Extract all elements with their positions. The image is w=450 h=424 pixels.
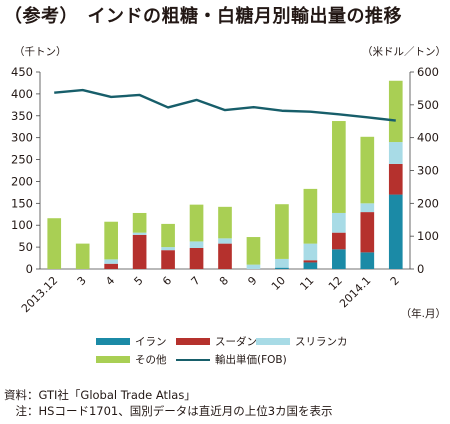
x-tick-label: 5 xyxy=(132,274,146,288)
x-tick-label: 10 xyxy=(269,274,288,293)
bar-2-segment xyxy=(332,232,346,250)
footnote: 注：HSコード1701、国別データは直近月の上位3カ国を表示 xyxy=(4,404,333,418)
left-tick-label: 150 xyxy=(11,196,33,210)
right-tick-label: 400 xyxy=(417,131,439,145)
left-tick-label: 0 xyxy=(26,262,33,276)
bar-4-segment xyxy=(246,237,261,265)
bar-4-segment xyxy=(360,136,375,204)
bar-1-segment xyxy=(388,194,403,269)
bar-3-segment xyxy=(275,258,289,268)
x-tick-label: 4 xyxy=(103,274,117,288)
legend-label: イラン xyxy=(135,336,167,348)
left-tick-label: 250 xyxy=(11,153,33,167)
legend-item-line: 輸出単価(FOB) xyxy=(176,352,287,367)
right-tick-label: 500 xyxy=(417,98,439,112)
bar-3-segment xyxy=(189,241,204,248)
left-tick-label: 450 xyxy=(11,65,33,79)
bar-4-segment xyxy=(132,212,147,233)
source-note: 資料：GTI社「Global Trade Atlas」 xyxy=(4,388,196,402)
bar-4-segment xyxy=(332,121,346,213)
bar-2-segment xyxy=(218,243,232,269)
x-tick-label: 2 xyxy=(388,274,402,288)
x-tick-label: 2014.1 xyxy=(337,274,373,310)
bar-1-segment xyxy=(332,249,346,269)
x-tick-label: 2013.12 xyxy=(19,274,60,315)
right-tick-label: 100 xyxy=(417,229,439,243)
right-axis-unit: （米ドル／トン） xyxy=(362,46,446,58)
chart-legend: イラン スーダン スリランカその他 輸出単価(FOB) xyxy=(96,334,396,370)
bar-2-segment xyxy=(303,260,318,263)
bar-4-segment xyxy=(189,204,204,242)
x-tick-label: 12 xyxy=(326,274,345,293)
chart-notes: 資料：GTI社「Global Trade Atlas」 注：HSコード1701、… xyxy=(4,387,333,419)
legend-swatch xyxy=(256,338,290,345)
bar-4-segment xyxy=(75,243,90,269)
x-tick-label: 3 xyxy=(75,274,89,288)
right-tick-label: 600 xyxy=(417,65,439,79)
bar-3-segment xyxy=(132,232,147,235)
x-tick-label: 9 xyxy=(245,274,259,288)
right-tick-label: 0 xyxy=(417,262,424,276)
chart-plot: 0501001502002503003504004500100200300400… xyxy=(11,65,439,315)
bar-4-segment xyxy=(161,223,175,248)
left-tick-label: 300 xyxy=(11,131,33,145)
bar-4-segment xyxy=(47,218,62,269)
bar-4-segment xyxy=(388,80,403,143)
bar-2-segment xyxy=(388,163,403,195)
left-axis-unit: （千トン） xyxy=(14,46,67,58)
legend-label: 輸出単価(FOB) xyxy=(215,354,287,366)
x-axis-unit: （年.月） xyxy=(400,308,446,320)
bar-3-segment xyxy=(332,212,346,233)
legend-swatch xyxy=(96,338,130,345)
bar-3-segment xyxy=(104,259,118,264)
bar-2-segment xyxy=(189,247,204,269)
left-tick-label: 350 xyxy=(11,109,33,123)
bar-2-segment xyxy=(132,234,147,269)
bar-2-segment xyxy=(161,250,175,269)
bar-4-segment xyxy=(275,204,289,259)
legend-item: その他 xyxy=(96,352,167,367)
bar-4-segment xyxy=(218,206,232,239)
left-tick-label: 50 xyxy=(18,240,33,254)
bar-4-segment xyxy=(104,221,118,260)
x-tick-label: 6 xyxy=(160,274,174,288)
bar-3-segment xyxy=(246,264,261,269)
x-tick-label: 8 xyxy=(217,274,231,288)
bar-3-segment xyxy=(218,238,232,244)
bar-1-segment xyxy=(275,267,289,269)
bar-4-segment xyxy=(303,188,318,244)
bar-2-segment xyxy=(360,212,375,253)
left-tick-label: 100 xyxy=(11,218,33,232)
legend-line-swatch xyxy=(176,358,210,361)
bar-1-segment xyxy=(303,262,318,269)
bar-3-segment xyxy=(161,247,175,251)
right-tick-label: 300 xyxy=(417,164,439,178)
legend-label: スリランカ xyxy=(295,336,348,348)
legend-label: その他 xyxy=(135,354,167,366)
bar-3-segment xyxy=(388,142,403,164)
chart-title: （参考） インドの粗糖・白糖月別輸出量の推移 xyxy=(4,6,402,27)
legend-item: スーダン xyxy=(176,334,257,349)
left-tick-label: 400 xyxy=(11,87,33,101)
legend-swatch xyxy=(176,338,210,345)
bar-3-segment xyxy=(303,243,318,261)
right-tick-label: 200 xyxy=(417,196,439,210)
bar-1-segment xyxy=(360,252,375,269)
left-tick-label: 200 xyxy=(11,174,33,188)
legend-item: イラン xyxy=(96,334,167,349)
x-tick-label: 7 xyxy=(189,274,203,288)
legend-item: スリランカ xyxy=(256,334,348,349)
price-line xyxy=(54,88,396,122)
legend-label: スーダン xyxy=(215,336,257,348)
bar-3-segment xyxy=(360,203,375,213)
x-tick-label: 11 xyxy=(297,274,316,293)
bar-2-segment xyxy=(104,263,118,269)
legend-swatch xyxy=(96,356,130,363)
